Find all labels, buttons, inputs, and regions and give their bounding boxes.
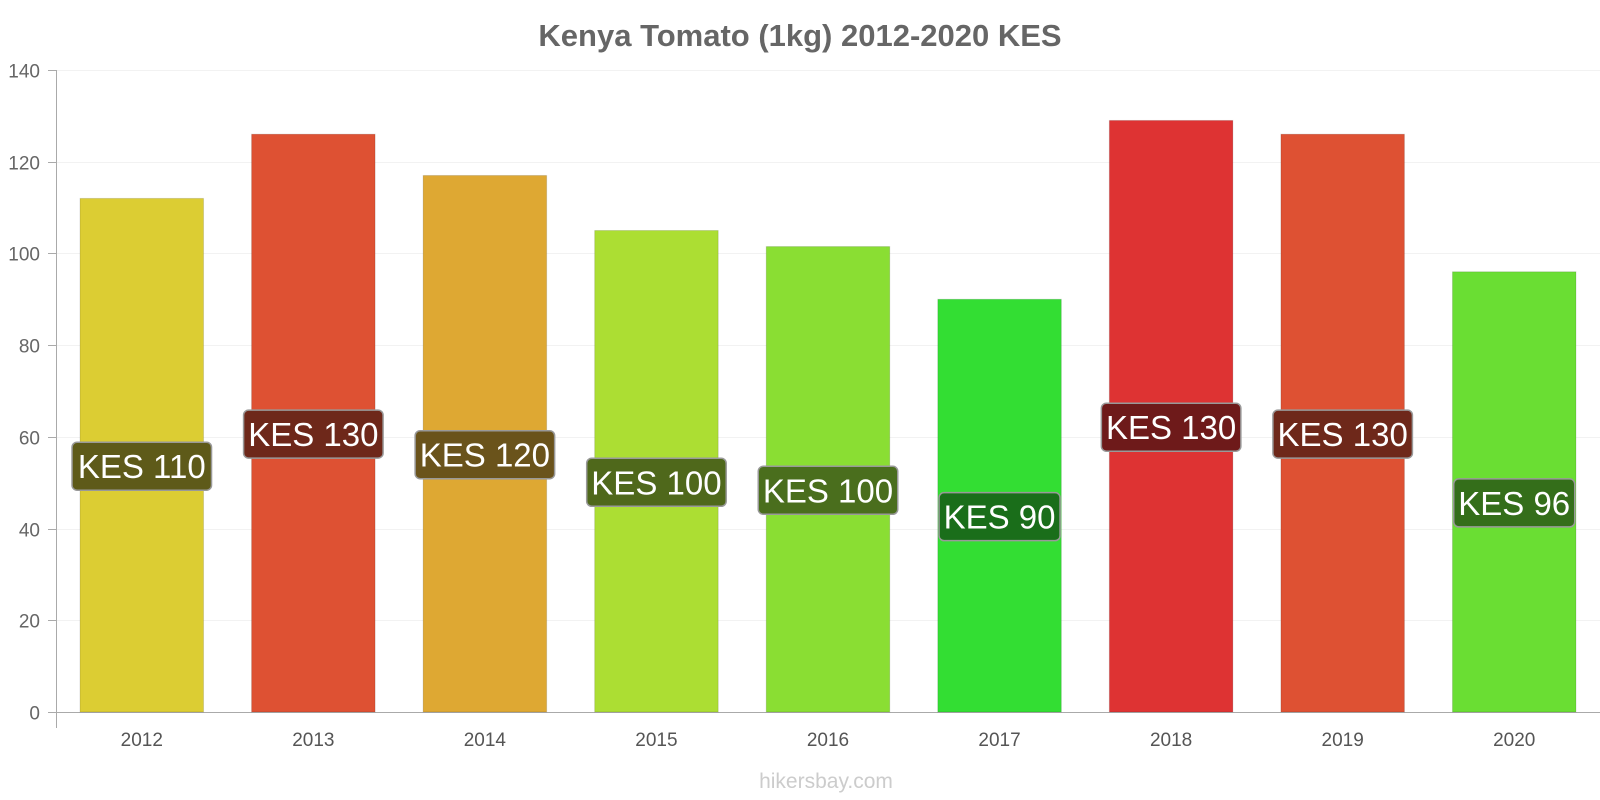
data-label-box xyxy=(1272,409,1414,459)
y-tick-label: 80 xyxy=(19,337,40,358)
data-label: KES 100 xyxy=(591,464,721,501)
watermark-text: hikersbay.com xyxy=(759,770,893,793)
data-label: KES 100 xyxy=(763,472,893,509)
data-labels: KES 110 KES 130 KES 120 KES 100 KES 100 KES 9… xyxy=(71,402,1576,542)
data-label-box xyxy=(938,491,1061,542)
data-label-box xyxy=(757,465,899,516)
x-tick-labels: 2012 2013 2014 2015 2016 2017 2018 2019 2020 xyxy=(121,730,1536,751)
data-label: KES 130 xyxy=(1106,409,1236,446)
data-label: KES 130 xyxy=(1278,416,1408,453)
x-tick-label: 2013 xyxy=(292,730,334,751)
data-label: KES 96 xyxy=(1458,485,1570,522)
x-tick-label: 2012 xyxy=(121,730,163,751)
x-tick-label: 2020 xyxy=(1493,730,1535,751)
y-tick-labels: 0 20 40 60 80 100 120 140 xyxy=(8,62,56,725)
data-label-box xyxy=(1100,402,1242,452)
x-tick-label: 2016 xyxy=(807,730,849,751)
y-tick-label: 20 xyxy=(19,612,40,633)
data-label-box xyxy=(585,457,727,507)
data-label-box xyxy=(1452,478,1576,528)
x-tick-label: 2017 xyxy=(978,730,1020,751)
axes xyxy=(56,70,1600,728)
data-label-box xyxy=(71,441,213,491)
data-label-box xyxy=(414,429,556,480)
x-tick-label: 2014 xyxy=(464,730,507,751)
x-tick-label: 2019 xyxy=(1322,730,1364,751)
data-label: KES 110 xyxy=(78,448,206,485)
y-tick-label: 100 xyxy=(8,245,40,266)
y-tick-label: 40 xyxy=(19,521,40,542)
y-tick-label: 140 xyxy=(8,62,40,83)
y-tick-label: 0 xyxy=(29,704,40,725)
data-label-box xyxy=(242,409,384,459)
chart-title: Kenya Tomato (1kg) 2012-2020 KES xyxy=(538,18,1061,53)
x-tick-label: 2015 xyxy=(635,730,677,751)
data-label: KES 130 xyxy=(248,416,378,453)
y-tick-label: 60 xyxy=(19,429,40,450)
data-label: KES 120 xyxy=(420,437,550,474)
y-tick-label: 120 xyxy=(8,154,40,175)
x-tick-label: 2018 xyxy=(1150,730,1192,751)
data-label: KES 90 xyxy=(944,499,1056,536)
